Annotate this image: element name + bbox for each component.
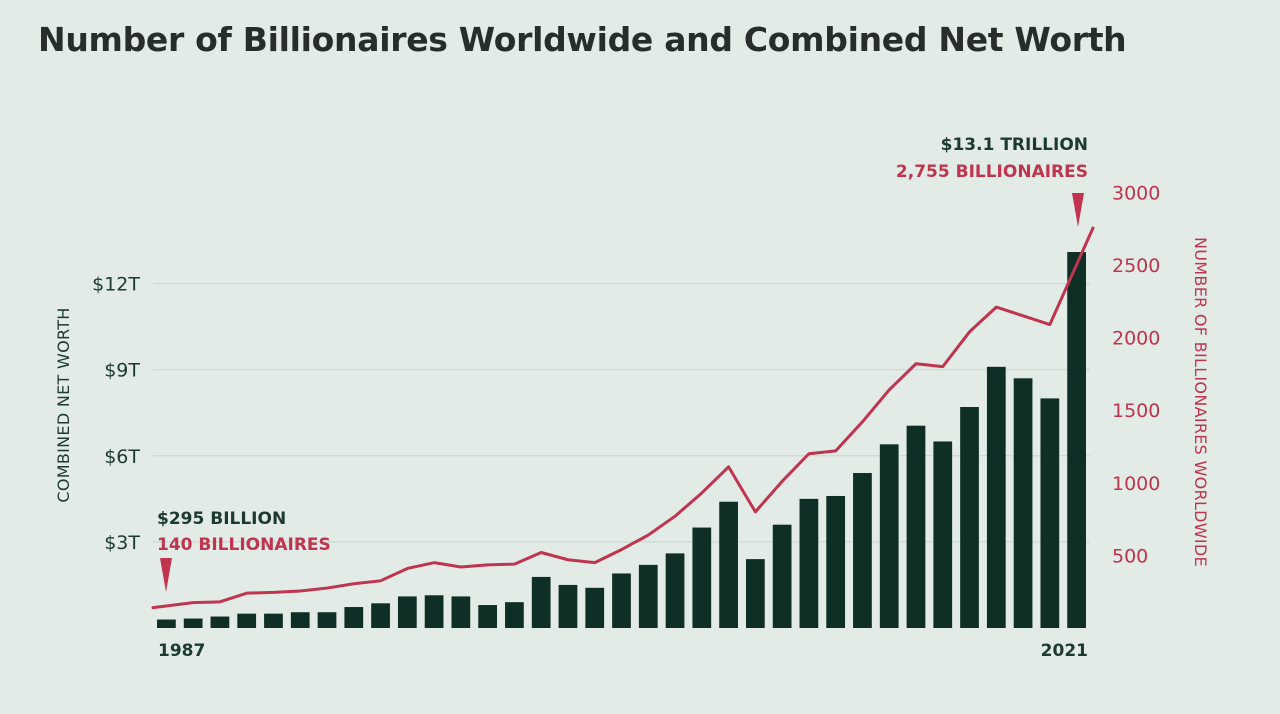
bar-2020 xyxy=(1040,398,1060,628)
bar-1991 xyxy=(264,613,283,628)
start-worth-annotation: $295 BILLION xyxy=(157,509,286,529)
left-axis-title: COMBINED NET WORTH xyxy=(54,307,73,502)
bar-2019 xyxy=(1013,378,1033,628)
bar-2012 xyxy=(826,495,846,628)
line-series xyxy=(151,226,1095,610)
bar-1994 xyxy=(344,607,364,628)
right-axis-title: NUMBER OF BILLIONAIRES WORLDWIDE xyxy=(1191,237,1210,567)
right-tick-label: 3000 xyxy=(1112,182,1160,204)
x-tick-first: 1987 xyxy=(158,641,205,661)
bar-1998 xyxy=(451,596,471,628)
right-tick-label: 1000 xyxy=(1112,473,1160,495)
end-worth-annotation: $13.1 TRILLION xyxy=(941,135,1088,155)
bar-2015 xyxy=(906,425,926,628)
x-tick-last: 2021 xyxy=(1041,641,1088,661)
bar-1999 xyxy=(478,605,498,628)
bar-2000 xyxy=(505,602,524,628)
bar-2008 xyxy=(719,501,738,628)
bar-1993 xyxy=(317,612,337,629)
bar-2017 xyxy=(960,407,979,628)
bar-2001 xyxy=(531,576,551,628)
start-marker-arrow xyxy=(160,558,172,592)
bar-2016 xyxy=(933,441,953,628)
chart-title: Number of Billionaires Worldwide and Com… xyxy=(38,20,1127,59)
right-tick-label: 1500 xyxy=(1112,400,1160,422)
left-tick-label: $12T xyxy=(92,274,140,296)
right-tick-label: 2000 xyxy=(1112,328,1160,350)
bar-1995 xyxy=(371,603,390,628)
bar-1997 xyxy=(424,595,444,628)
bar-1996 xyxy=(397,596,417,628)
bar-2011 xyxy=(799,498,819,628)
bar-2004 xyxy=(612,573,631,628)
bar-1992 xyxy=(290,612,310,629)
end-count-annotation: 2,755 BILLIONAIRES xyxy=(896,162,1088,182)
bar-1987 xyxy=(157,619,176,628)
bar-2018 xyxy=(986,366,1006,628)
bar-1989 xyxy=(210,616,230,628)
bar-series xyxy=(157,252,1086,629)
bar-2007 xyxy=(692,527,712,628)
billionaires-line xyxy=(151,226,1095,610)
bar-2006 xyxy=(665,553,685,628)
bar-1988 xyxy=(183,618,203,628)
bar-2003 xyxy=(585,587,605,628)
bar-2009 xyxy=(745,559,765,628)
left-tick-label: $3T xyxy=(104,532,140,554)
bar-2014 xyxy=(879,444,899,628)
bar-1990 xyxy=(237,613,257,628)
left-tick-label: $6T xyxy=(104,446,140,468)
left-tick-label: $9T xyxy=(104,360,140,382)
end-marker-arrow xyxy=(1072,193,1084,227)
bar-2005 xyxy=(638,564,658,628)
start-count-annotation: 140 BILLIONAIRES xyxy=(157,535,331,555)
bar-2010 xyxy=(772,524,792,628)
axis-ticks: $3T $6T $9T $12T 500 1000 1500 2000 2500 3000 xyxy=(92,182,1160,567)
bar-2002 xyxy=(558,584,578,628)
right-tick-label: 500 xyxy=(1112,545,1148,567)
bar-2021 xyxy=(1067,252,1086,628)
right-tick-label: 2500 xyxy=(1112,255,1160,277)
bar-2013 xyxy=(853,473,872,628)
